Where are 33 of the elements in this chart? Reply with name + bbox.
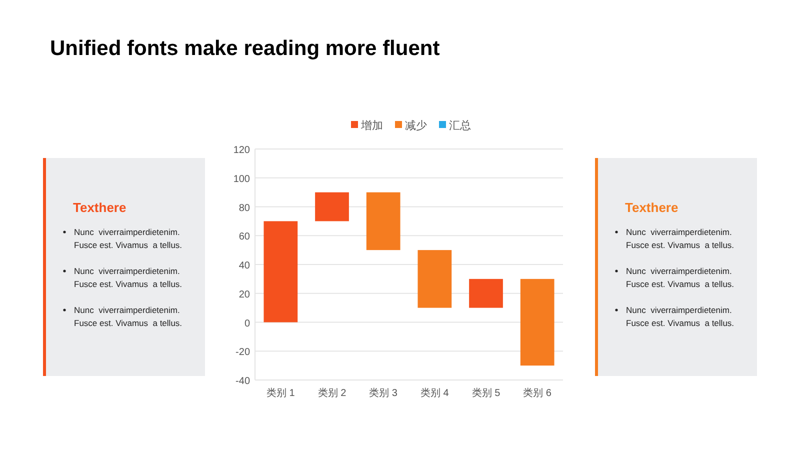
legend-label: 减少 <box>405 119 427 132</box>
y-tick-label: 100 <box>233 174 250 185</box>
legend-label: 汇总 <box>449 119 471 132</box>
y-tick-label: -20 <box>236 347 250 358</box>
chart-title: Unified fonts make reading more fluent <box>50 37 440 60</box>
text: Nunc viverraimperdietenim. Fusce est. Vivamus a tellus. <box>74 266 182 289</box>
x-tick-label: 类别 4 <box>420 387 450 399</box>
x-tick-label: 类别 2 <box>318 387 347 399</box>
bar <box>418 250 452 308</box>
text: Nunc viverraimperdietenim. Fusce est. Vivamus a tellus. <box>626 266 734 289</box>
y-tick-label: -40 <box>236 376 250 387</box>
x-tick-label: 类别 5 <box>472 387 501 399</box>
x-tick-label: 类别 1 <box>266 387 296 399</box>
text: Nunc viverraimperdietenim. Fusce est. Vivamus a tellus. <box>626 227 734 250</box>
text: Texthere <box>625 200 678 215</box>
text: Nunc viverraimperdietenim. Fusce est. Vivamus a tellus. <box>74 305 182 328</box>
y-tick-label: 0 <box>244 318 250 330</box>
bar <box>315 192 349 222</box>
y-tick-label: 40 <box>238 260 250 272</box>
bar <box>366 192 400 250</box>
bar <box>520 278 554 366</box>
x-tick-label: 类别 6 <box>523 387 552 399</box>
bar <box>264 221 298 322</box>
legend-label: 增加 <box>360 119 383 132</box>
x-tick-label: 类别 3 <box>369 387 398 399</box>
y-tick-label: 60 <box>238 232 250 243</box>
bar <box>469 278 503 308</box>
y-tick-label: 80 <box>238 202 250 214</box>
y-tick-label: 20 <box>238 289 250 300</box>
y-tick-label: 120 <box>233 145 250 156</box>
text: Nunc viverraimperdietenim. Fusce est. Vivamus a tellus. <box>74 227 182 250</box>
text: Nunc viverraimperdietenim. Fusce est. Vivamus a tellus. <box>626 305 734 328</box>
text: Texthere <box>73 200 126 215</box>
